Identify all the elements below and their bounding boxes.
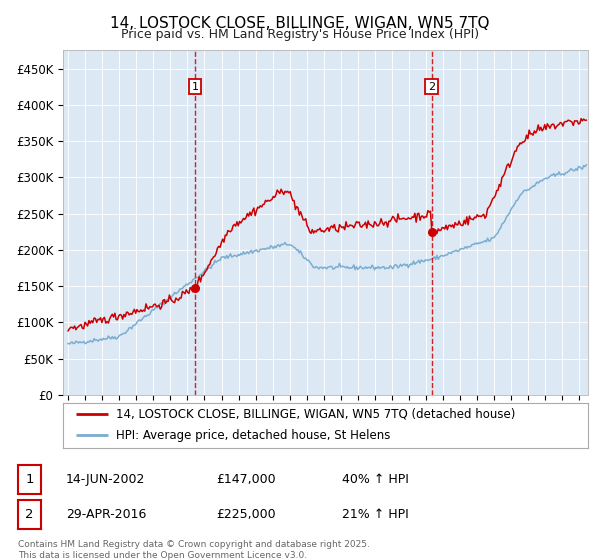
Text: 29-APR-2016: 29-APR-2016 [66,508,146,521]
Text: HPI: Average price, detached house, St Helens: HPI: Average price, detached house, St H… [115,429,390,442]
Text: 21% ↑ HPI: 21% ↑ HPI [342,508,409,521]
Text: Contains HM Land Registry data © Crown copyright and database right 2025.
This d: Contains HM Land Registry data © Crown c… [18,540,370,559]
Text: 1: 1 [191,82,199,92]
Text: £147,000: £147,000 [216,473,275,486]
Text: 14, LOSTOCK CLOSE, BILLINGE, WIGAN, WN5 7TQ (detached house): 14, LOSTOCK CLOSE, BILLINGE, WIGAN, WN5 … [115,408,515,421]
Text: 14-JUN-2002: 14-JUN-2002 [66,473,145,486]
Text: 14, LOSTOCK CLOSE, BILLINGE, WIGAN, WN5 7TQ: 14, LOSTOCK CLOSE, BILLINGE, WIGAN, WN5 … [110,16,490,31]
Text: 40% ↑ HPI: 40% ↑ HPI [342,473,409,486]
Text: 1: 1 [25,473,34,486]
Text: 2: 2 [25,508,34,521]
Text: £225,000: £225,000 [216,508,275,521]
Text: Price paid vs. HM Land Registry's House Price Index (HPI): Price paid vs. HM Land Registry's House … [121,28,479,41]
Text: 2: 2 [428,82,435,92]
